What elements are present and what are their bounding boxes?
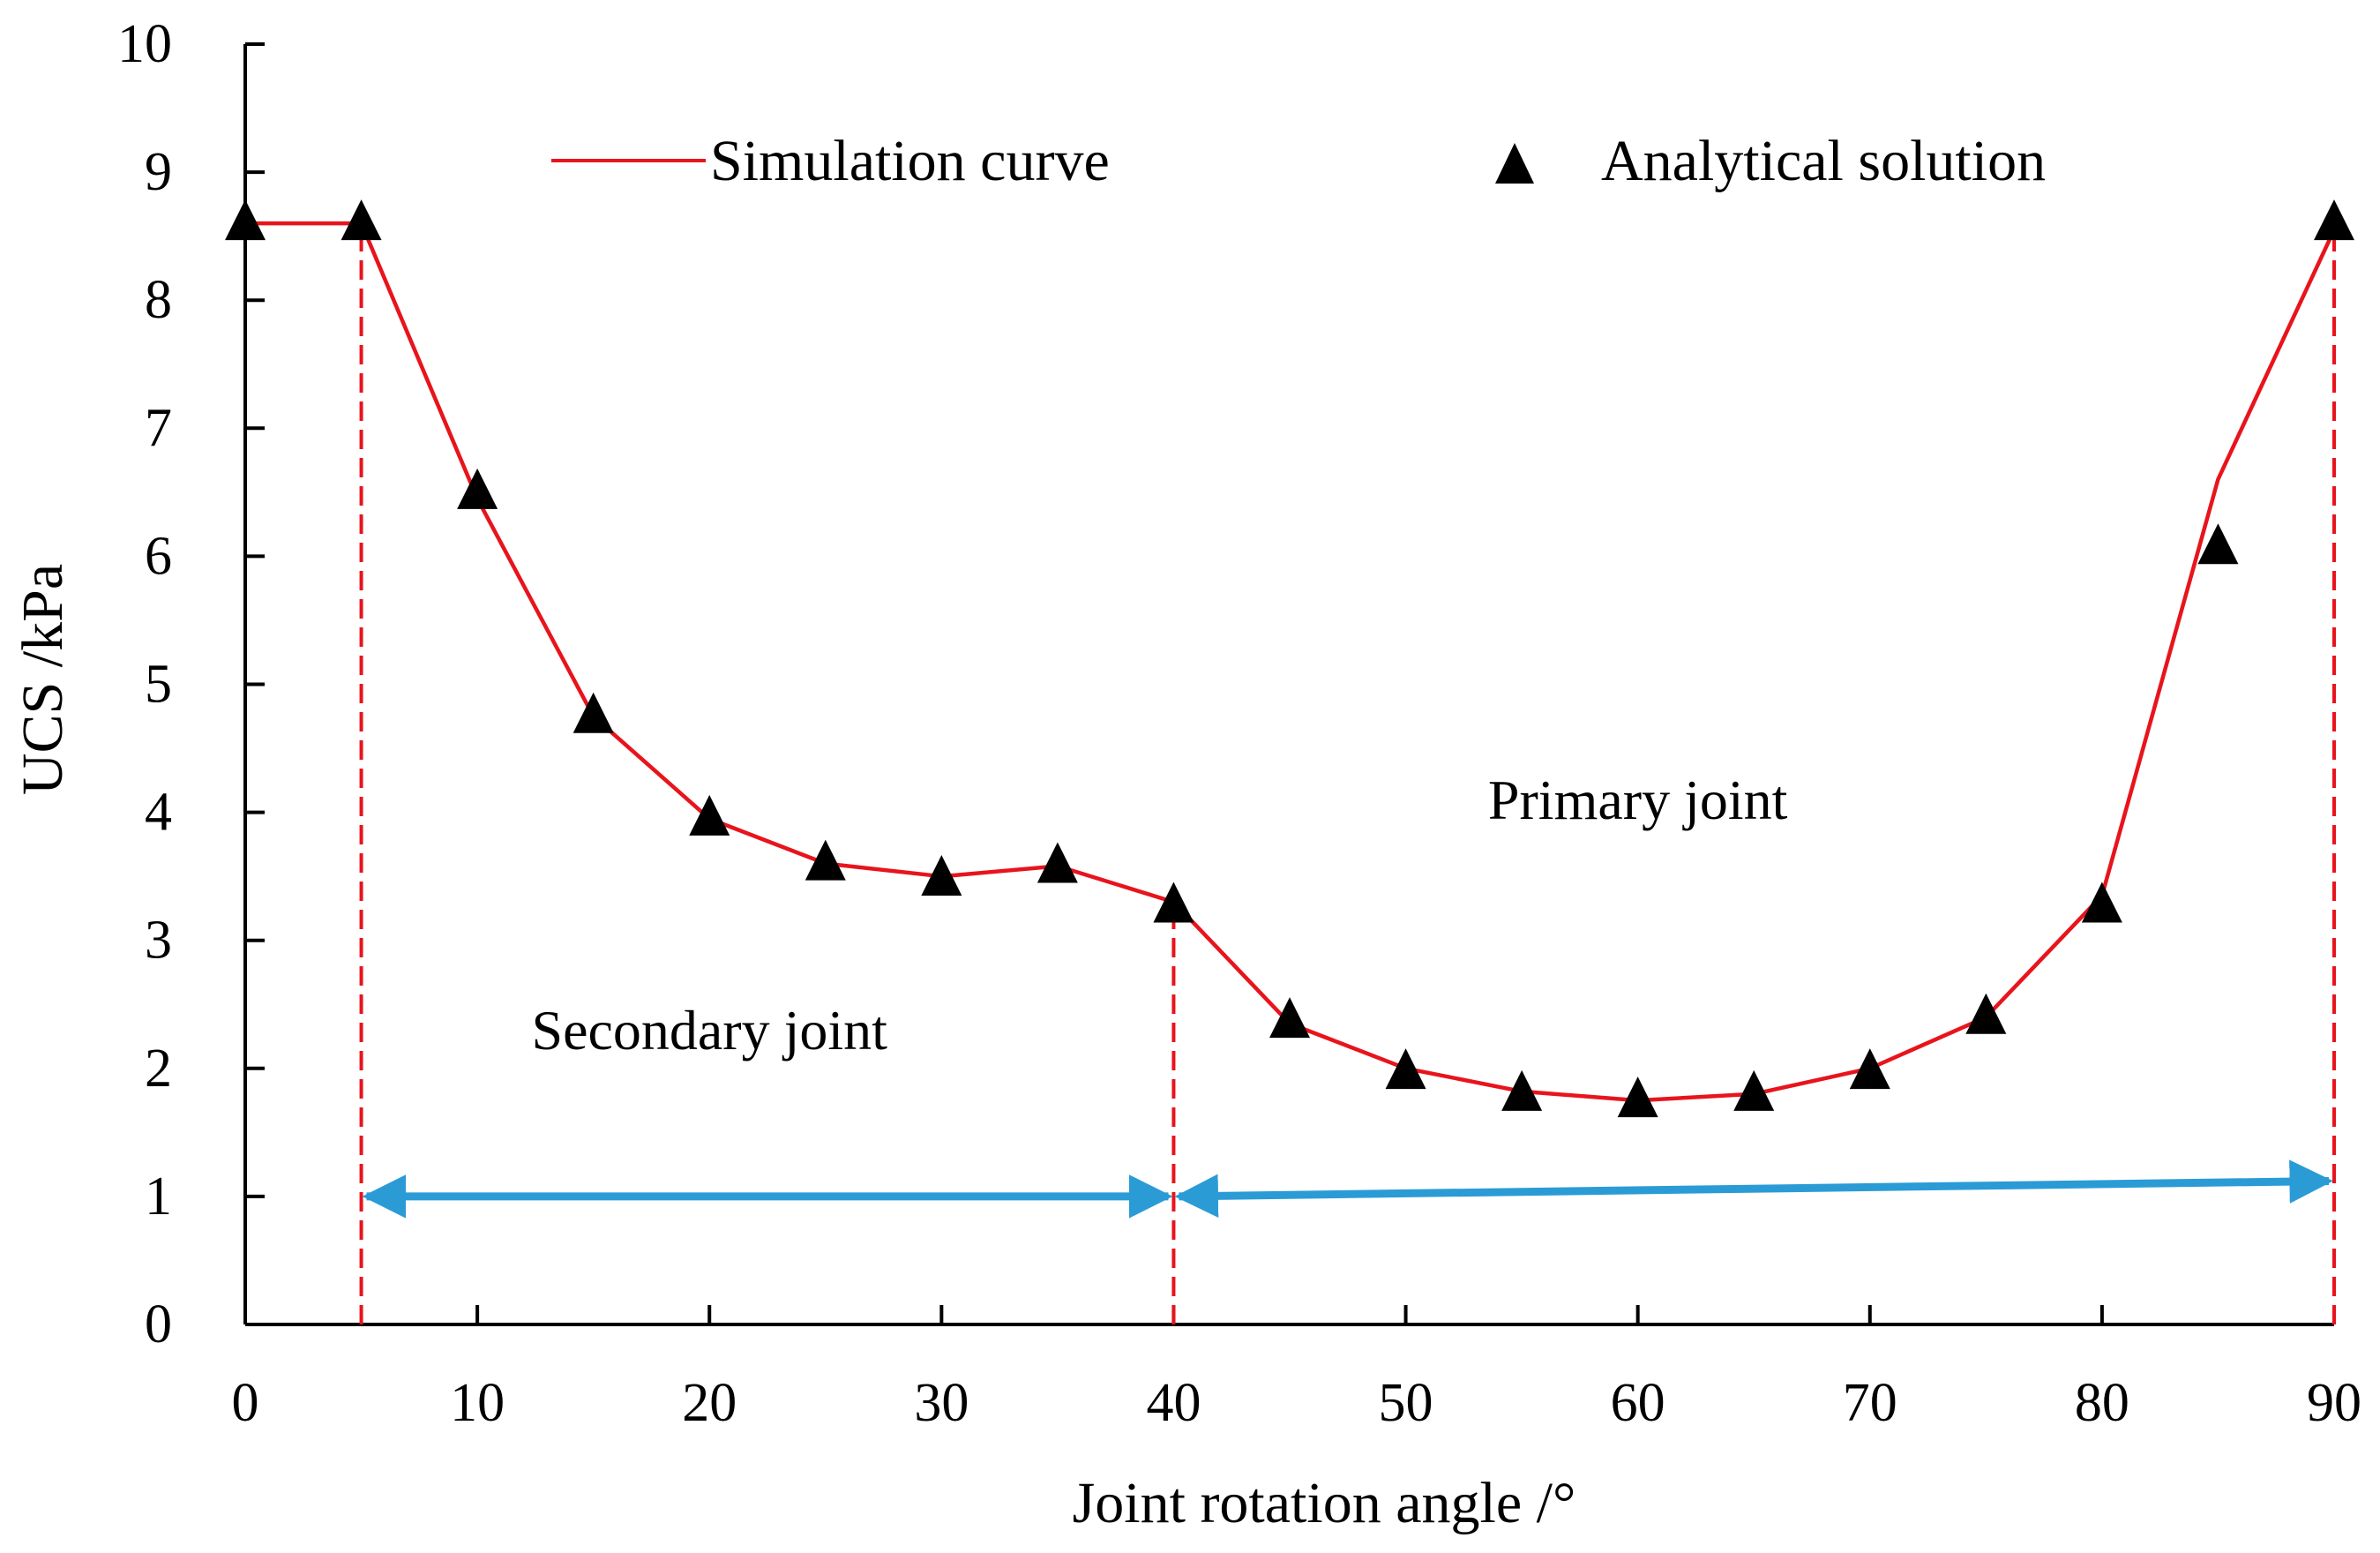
analytical-point bbox=[2314, 199, 2354, 241]
range-label: Secondary joint bbox=[531, 999, 887, 1062]
y-tick-label: 8 bbox=[145, 270, 172, 330]
analytical-point bbox=[1269, 997, 1310, 1039]
x-tick-label: 70 bbox=[1843, 1373, 1897, 1433]
y-axis-title: UCS /kPa bbox=[11, 564, 75, 795]
y-tick-label: 9 bbox=[145, 142, 172, 202]
simulation-polyline bbox=[245, 221, 2337, 1103]
analytical-point bbox=[1153, 882, 1194, 923]
axes bbox=[243, 42, 2336, 1326]
legend: Simulation curve Analytical solution bbox=[551, 129, 2046, 193]
y-tick-label: 5 bbox=[145, 655, 172, 715]
y-tick-label: 3 bbox=[145, 911, 172, 971]
legend-label-simulation: Simulation curve bbox=[710, 129, 1110, 193]
boundary-lines bbox=[359, 223, 2336, 1324]
analytical-point bbox=[805, 839, 846, 881]
x-tick-label: 60 bbox=[1611, 1373, 1665, 1433]
analytical-point bbox=[1733, 1069, 1775, 1111]
simulation-curve bbox=[245, 221, 2337, 1103]
x-tick-label: 0 bbox=[232, 1373, 259, 1433]
analytical-point bbox=[2197, 523, 2239, 565]
analytical-point bbox=[2081, 882, 2122, 923]
analytical-point bbox=[225, 199, 266, 241]
analytical-point bbox=[1849, 1048, 1890, 1090]
analytical-point bbox=[1037, 842, 1078, 883]
analytical-markers bbox=[225, 199, 2354, 1118]
y-tick-label: 2 bbox=[145, 1039, 172, 1099]
analytical-point bbox=[457, 468, 498, 509]
x-tick-label: 20 bbox=[682, 1373, 737, 1433]
y-tick-label: 7 bbox=[145, 398, 172, 458]
x-tick-label: 50 bbox=[1379, 1373, 1433, 1433]
analytical-point bbox=[1501, 1069, 1543, 1111]
analytical-point bbox=[1965, 993, 2007, 1034]
y-tick-label: 0 bbox=[145, 1294, 172, 1354]
range-arrows bbox=[362, 1159, 2333, 1219]
range-label: Primary joint bbox=[1488, 769, 1788, 831]
y-tick-label: 4 bbox=[145, 783, 172, 843]
x-tick-label: 90 bbox=[2307, 1373, 2361, 1433]
x-axis-title: Joint rotation angle /° bbox=[1073, 1471, 1576, 1535]
analytical-point bbox=[341, 199, 382, 241]
annotations: Secondary joint Primary joint bbox=[531, 769, 1787, 1062]
x-tick-label: 40 bbox=[1146, 1373, 1201, 1433]
y-tick-label: 1 bbox=[145, 1167, 172, 1227]
y-tick-label: 6 bbox=[145, 526, 172, 586]
y-tick-label: 10 bbox=[117, 14, 172, 74]
range-arrow bbox=[1174, 1159, 2333, 1219]
analytical-point bbox=[573, 692, 614, 733]
analytical-point bbox=[689, 794, 730, 836]
analytical-point bbox=[921, 855, 962, 897]
legend-triangle-swatch bbox=[1495, 143, 1534, 184]
x-tick-label: 80 bbox=[2075, 1373, 2129, 1433]
legend-label-analytical: Analytical solution bbox=[1601, 129, 2046, 193]
tick-labels: 0 1 2 3 4 5 6 7 8 9 10 0 10 20 30 40 50 60 70 80 90 bbox=[117, 14, 2361, 1433]
analytical-point bbox=[1617, 1077, 1658, 1118]
x-tick-label: 10 bbox=[450, 1373, 505, 1433]
analytical-point bbox=[1385, 1048, 1426, 1090]
x-tick-label: 30 bbox=[914, 1373, 969, 1433]
